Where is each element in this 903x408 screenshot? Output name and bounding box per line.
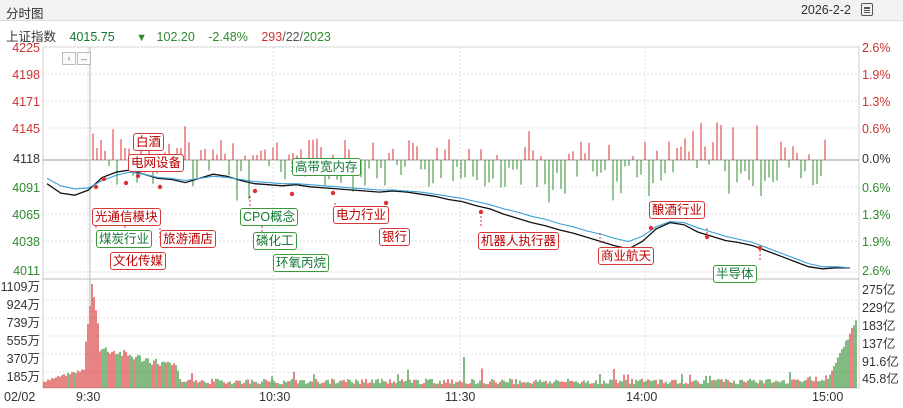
- volume-label: 370万: [6, 352, 40, 366]
- annotation-bank[interactable]: 银行: [379, 228, 411, 246]
- event-marker: [101, 176, 107, 182]
- amount-label: 229亿: [862, 301, 896, 315]
- price-label: 4225: [12, 41, 40, 55]
- annotation-power[interactable]: 电力行业: [333, 206, 390, 224]
- event-marker: [648, 225, 654, 231]
- volume-label: 739万: [6, 316, 40, 330]
- annotation-grid-equipment[interactable]: 电网设备: [128, 154, 185, 172]
- event-marker: [757, 245, 763, 251]
- breadth-mid: /22/: [282, 30, 304, 44]
- price-label: 4065: [12, 208, 40, 222]
- event-marker: [123, 180, 129, 186]
- price-line: [46, 169, 850, 270]
- event-marker: [93, 184, 99, 190]
- event-marker: [157, 184, 163, 190]
- zoom-out-control[interactable]: ‹: [62, 52, 76, 65]
- amount-label: 183亿: [862, 319, 896, 333]
- time-label: 15:00: [812, 390, 844, 404]
- market-breadth: 293/22/2023: [261, 30, 331, 44]
- price-label: 4145: [12, 122, 40, 136]
- event-marker: [478, 209, 484, 215]
- breadth-down: 2023: [303, 30, 331, 44]
- pct-label: 2.6%: [862, 264, 891, 278]
- amount-label: 45.8亿: [862, 372, 899, 386]
- pct-label: 1.3%: [862, 208, 891, 222]
- pct-label: 1.9%: [862, 68, 891, 82]
- down-arrow-icon: ▼: [136, 32, 148, 44]
- amount-label: 275亿: [862, 283, 896, 297]
- volume-label: 1109万: [0, 280, 40, 294]
- event-marker: [252, 188, 258, 194]
- time-label: 14:00: [626, 390, 658, 404]
- annotation-propylene-oxide[interactable]: 环氧丙烷: [273, 254, 330, 272]
- event-marker: [135, 173, 141, 179]
- annotation-optical-module[interactable]: 光通信模块: [92, 208, 161, 226]
- tab-timeshare[interactable]: 分时图: [6, 7, 44, 21]
- annotation-cpo[interactable]: CPO概念: [240, 208, 299, 226]
- event-marker: [383, 200, 389, 206]
- annotation-aerospace[interactable]: 商业航天: [598, 247, 655, 265]
- index-name: 上证指数: [6, 30, 57, 44]
- time-label: 10:30: [259, 390, 291, 404]
- volume-label: 185万: [6, 370, 40, 384]
- price-label: 4038: [12, 235, 40, 249]
- time-label: 11:30: [445, 390, 476, 404]
- chart-frame: [42, 46, 860, 389]
- annotation-baijiu[interactable]: 白酒: [133, 133, 165, 151]
- index-price: 4015.75: [69, 30, 115, 44]
- top-bar: 分时图 2026-2-2: [0, 0, 903, 21]
- annotation-phosphorus[interactable]: 磷化工: [253, 232, 297, 250]
- annotation-hbm[interactable]: 高带宽内存: [292, 158, 361, 176]
- price-label: 4118: [13, 152, 40, 166]
- calendar-icon[interactable]: [861, 3, 873, 16]
- amount-label: 137亿: [862, 337, 896, 351]
- average-line: [46, 171, 851, 269]
- index-change: 102.20: [156, 30, 195, 44]
- event-marker: [330, 190, 336, 196]
- index-pct: -2.48%: [208, 30, 248, 44]
- price-label: 4171: [12, 95, 40, 109]
- expand-control[interactable]: ↔: [77, 52, 91, 65]
- amount-label: 91.6亿: [862, 355, 899, 369]
- annotation-coal[interactable]: 煤炭行业: [96, 230, 153, 248]
- price-label: 4198: [12, 68, 40, 82]
- volume-label: 924万: [6, 298, 40, 312]
- price-label: 4011: [13, 264, 40, 278]
- time-label: 02/02: [4, 390, 36, 404]
- pct-label: 0.6%: [862, 181, 891, 195]
- pct-label: 0.6%: [862, 122, 891, 136]
- annotation-media[interactable]: 文化传媒: [110, 252, 167, 270]
- annotation-tourism[interactable]: 旅游酒店: [160, 230, 217, 248]
- date-display: 2026-2-2: [800, 3, 851, 17]
- breadth-up: 293: [261, 30, 283, 44]
- pct-label: 1.3%: [862, 95, 891, 109]
- pct-label: 0.0%: [862, 152, 891, 166]
- pct-label: 2.6%: [862, 41, 891, 55]
- event-marker: [289, 191, 295, 197]
- pct-label: 1.9%: [862, 235, 891, 249]
- volume-label: 555万: [6, 334, 40, 348]
- quote-info: 上证指数 4015.75 ▼ 102.20 -2.48% 293/22/2023: [6, 26, 331, 45]
- annotation-liquor-industry[interactable]: 酿酒行业: [649, 201, 706, 219]
- annotation-robot-actuator[interactable]: 机器人执行器: [478, 232, 560, 250]
- price-label: 4091: [12, 181, 40, 195]
- annotation-semiconductor[interactable]: 半导体: [713, 265, 757, 283]
- time-label: 9:30: [76, 390, 101, 404]
